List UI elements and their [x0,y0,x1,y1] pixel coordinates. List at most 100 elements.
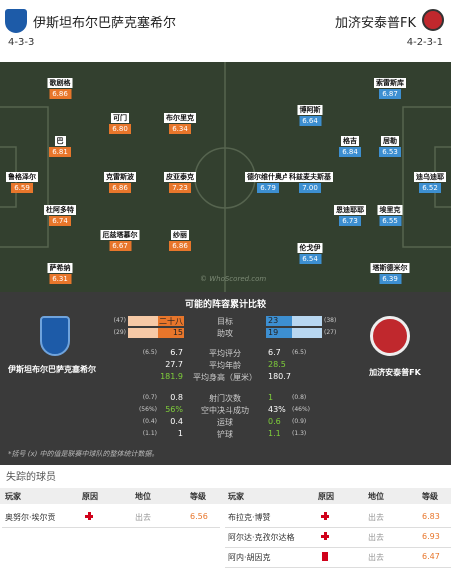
player-name: 阿内·胡因克 [228,553,271,562]
player-name: 伦戈伊 [297,243,323,253]
player[interactable]: 杜阿多特 6.74 [44,205,76,226]
home-league-value: (56%) [138,406,157,413]
home-logo [5,9,27,33]
away-value: 43% [268,405,286,414]
player[interactable]: 纱丽 6.86 [169,230,191,251]
player[interactable]: 可门 6.80 [109,113,131,134]
away-value: 0.6 [268,417,281,426]
footnote: *括号 (x) 中的值是联赛中球队的整体统计数据。 [8,450,159,458]
player-rating: 6.74 [49,216,71,226]
player-rating: 6.54 [299,254,321,264]
player[interactable]: 塔斯德米尔 6.39 [370,263,410,284]
stat-label: 运球 [217,418,233,427]
away-league-value: (0.8) [292,394,307,401]
injury-icon [85,512,93,520]
player-name: 恩迪耶耶 [334,205,366,215]
away-bar [266,328,322,338]
player[interactable]: 萨希纳 6.31 [47,263,73,284]
home-bar [128,316,184,326]
home-league-value: (6.5) [142,349,157,356]
rating: 6.47 [422,552,440,561]
row-line [2,527,220,528]
player[interactable]: 克雷斯波 6.86 [104,172,136,193]
stat-label: 铲球 [217,430,233,439]
player[interactable]: 伦戈伊 6.54 [297,243,323,264]
away-crest [370,316,410,356]
player-name: 可门 [111,113,129,123]
player[interactable]: 博阿斯 6.64 [297,105,323,126]
player-rating: 6.86 [169,241,191,251]
stat-label: 射门次数 [209,394,241,403]
player-name: 塔斯德米尔 [370,263,410,273]
player-rating: 6.81 [49,147,71,157]
away-bar [266,316,322,326]
home-league-value: (47) [113,317,126,324]
away-value: 1 [268,393,274,402]
player[interactable]: 迪乌迪耶 6.52 [414,172,446,193]
player-rating: 6.52 [419,183,441,193]
home-value: 0.4 [170,417,183,426]
player-name: 纱丽 [171,230,189,240]
home-bar [128,328,184,338]
row-line [225,527,451,528]
player[interactable]: 居勒 6.53 [379,136,401,157]
home-name[interactable]: 伊斯坦布尔巴萨克塞希尔 [33,16,177,31]
player-rating: 7.00 [299,183,321,193]
player[interactable]: 厄兹塔慕尔 6.67 [100,230,140,251]
home-value: 二十八 [159,317,183,326]
home-team-label: 伊斯坦布尔巴萨克塞希尔 [8,365,96,374]
home-value: 6.7 [170,348,183,357]
player[interactable]: 恩迪耶耶 6.73 [334,205,366,226]
player[interactable]: 埃里克 6.55 [377,205,403,226]
player[interactable]: 德尔维什奥卢 6.79 [245,172,291,193]
player-name: 索雷斯库 [374,78,406,88]
player-name: 阿尔达·克孜尔达格 [228,533,295,542]
player[interactable]: 皮亚泰克 7.23 [164,172,196,193]
player-rating: 6.59 [11,183,33,193]
home-crest [40,316,70,356]
home-value: 0.8 [170,393,183,402]
away-value: 19 [268,328,279,337]
player-name: 科兹麦夫斯基 [287,172,333,182]
away-league-value: (46%) [292,406,311,413]
home-value: 181.9 [160,372,183,381]
away-league-value: (27) [324,329,337,336]
column-header: 原因 [82,492,98,501]
player[interactable]: 巴 6.81 [49,136,71,157]
player[interactable]: 歌剧格 6.86 [47,78,73,99]
status: 出去 [368,513,384,522]
home-value: 56% [165,405,183,414]
player[interactable]: 布尔里克 6.34 [164,113,196,134]
away-logo [422,9,444,31]
player[interactable]: 科兹麦夫斯基 7.00 [287,172,333,193]
away-formation: 4-2-3-1 [406,37,443,48]
away-league-value: (6.5) [292,349,307,356]
away-league-value: (1.3) [292,430,307,437]
away-value: 23 [268,316,279,325]
player[interactable]: 格吉 6.84 [339,136,361,157]
player[interactable]: 鲁格泽尔 6.59 [6,172,38,193]
away-value: 1.1 [268,429,281,438]
player-name: 歌剧格 [47,78,73,88]
column-header: 玩家 [228,492,244,501]
pitch: © WhoScored.com 歌剧格 6.86 巴 6.81 鲁格泽尔 6.59 杜阿多特… [0,62,451,292]
home-value: 1 [177,429,183,438]
player-name: 布拉克·博赞 [228,513,271,522]
stat-label: 平均身高（厘米） [193,373,257,382]
player-rating: 6.80 [109,124,131,134]
player-rating: 6.64 [299,116,321,126]
stat-label: 平均年龄 [209,361,241,370]
player-rating: 6.84 [339,147,361,157]
red-card-icon [322,552,328,561]
injury-icon [321,532,329,540]
home-value: 27.7 [165,360,183,369]
away-value: 180.7 [268,372,291,381]
player-rating: 6.73 [339,216,361,226]
away-name[interactable]: 加济安泰普FK [334,16,416,31]
player-rating: 6.53 [379,147,401,157]
player[interactable]: 索雷斯库 6.87 [374,78,406,99]
column-header: 玩家 [5,492,21,501]
player-name: 德尔维什奥卢 [245,172,291,182]
stat-label: 平均评分 [209,349,241,358]
